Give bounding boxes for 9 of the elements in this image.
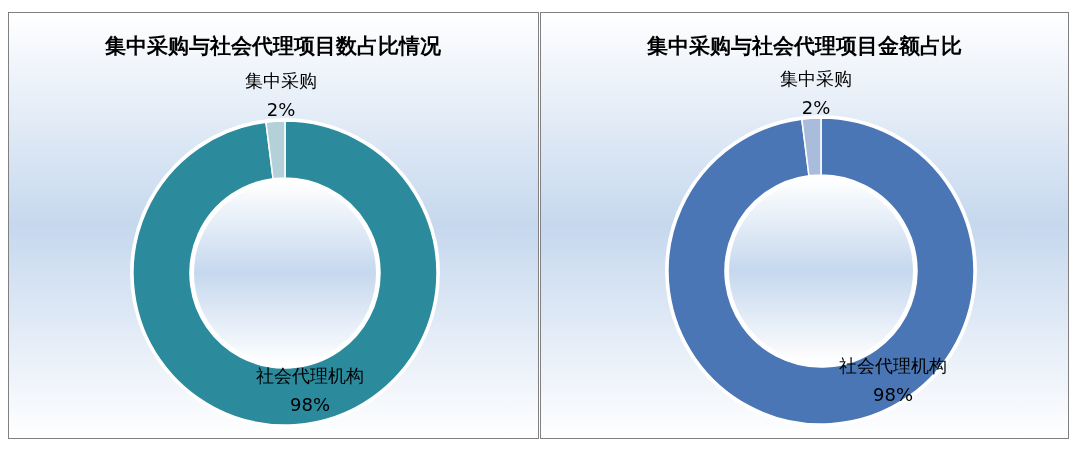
slice-label: 社会代理机构 xyxy=(256,365,364,386)
chart-title: 集中采购与社会代理项目金额占比 xyxy=(645,34,962,58)
slice-label: 集中采购 xyxy=(245,70,317,91)
data-label: 98% xyxy=(872,383,914,405)
data-label: 98% xyxy=(289,393,331,415)
data-label: 2% xyxy=(801,96,831,118)
slice-label: 集中采购 xyxy=(780,68,852,89)
chart-title: 集中采购与社会代理项目数占比情况 xyxy=(104,34,442,58)
data-label: 2% xyxy=(266,98,296,120)
